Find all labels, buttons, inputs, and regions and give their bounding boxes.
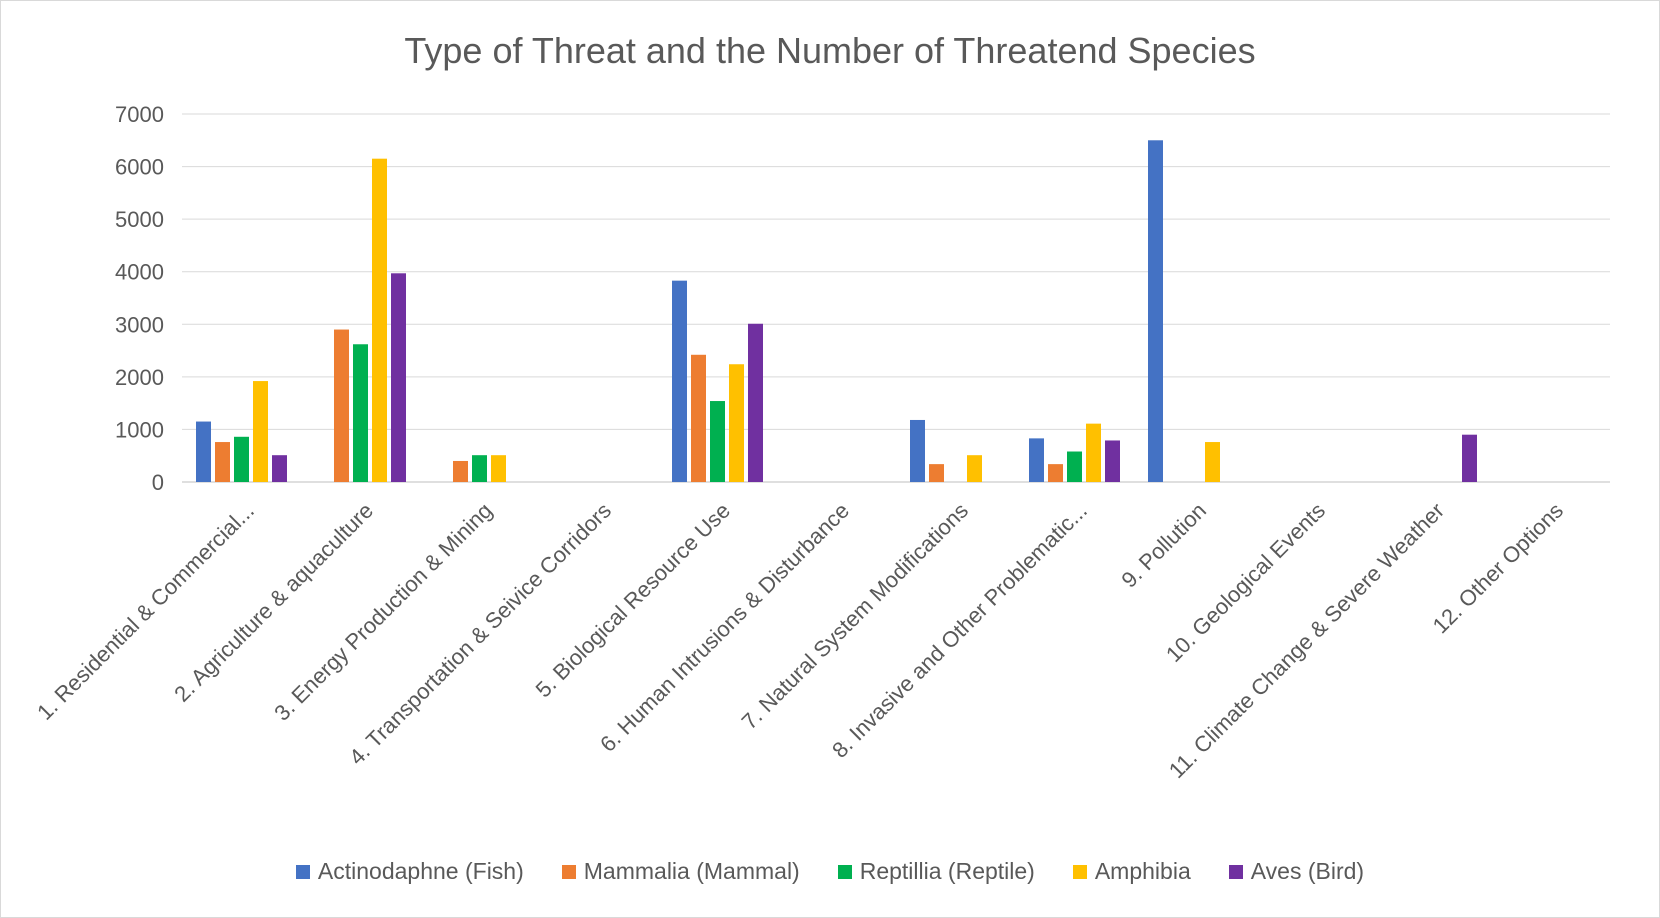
bar	[929, 464, 944, 482]
bar	[372, 158, 387, 482]
bar	[272, 455, 287, 482]
bar	[710, 401, 725, 482]
y-tick-label: 1000	[115, 417, 164, 442]
bar	[196, 421, 211, 482]
x-category-label: 11. Climate Change & Severe Weather	[1164, 498, 1449, 783]
x-category-label: 6. Human Intrusions & Disturbance	[595, 498, 854, 757]
bar	[472, 455, 487, 482]
bar	[672, 280, 687, 482]
bar	[748, 323, 763, 482]
x-category-label: 7. Natural System Modifications	[737, 498, 973, 734]
x-category-label: 3. Energy Production & Mining	[269, 498, 497, 726]
bar	[1105, 440, 1120, 482]
x-category-label: 12. Other Options	[1428, 498, 1568, 638]
gridlines	[182, 113, 1610, 483]
bar	[910, 419, 925, 482]
legend-swatch	[837, 864, 852, 879]
bar	[1067, 451, 1082, 482]
bar	[491, 455, 506, 482]
bar	[1462, 434, 1477, 482]
y-tick-label: 3000	[115, 312, 164, 337]
bar	[334, 329, 349, 482]
legend-label: Mammalia (Mammal)	[583, 858, 800, 884]
legend-label: Amphibia	[1094, 858, 1191, 884]
bar	[353, 344, 368, 482]
bar	[1086, 423, 1101, 482]
bars	[196, 140, 1477, 483]
legend-label: Aves (Bird)	[1250, 858, 1365, 884]
y-tick-label: 2000	[115, 365, 164, 390]
legend-item: Mammalia (Mammal)	[561, 858, 800, 885]
x-category-label: 5. Biological Resource Use	[531, 498, 735, 702]
y-tick-label: 4000	[115, 260, 164, 285]
bar	[453, 460, 468, 482]
legend-swatch	[1072, 864, 1087, 879]
legend-item: Amphibia	[1072, 858, 1191, 885]
legend-label: Reptillia (Reptile)	[859, 858, 1035, 884]
y-tick-label: 0	[152, 470, 164, 495]
legend-swatch	[561, 864, 576, 879]
x-category-label: 1. Residential & Commercial...	[32, 498, 259, 725]
y-tick-label: 5000	[115, 207, 164, 232]
bar	[234, 436, 249, 482]
y-axis-ticks: 0 1000 2000 3000 4000 5000 6000 7000	[115, 102, 164, 495]
legend-item: Reptillia (Reptile)	[837, 858, 1035, 885]
legend-swatch	[295, 864, 310, 879]
x-axis-categories: 1. Residential & Commercial...2. Agricul…	[32, 498, 1568, 783]
legend: Actinodaphne (Fish) Mammalia (Mammal) Rept…	[0, 858, 1660, 885]
bar	[1029, 438, 1044, 482]
bar	[967, 455, 982, 482]
bar	[729, 364, 744, 482]
bar	[691, 354, 706, 482]
legend-swatch	[1228, 864, 1243, 879]
legend-item: Aves (Bird)	[1228, 858, 1365, 885]
x-category-label: 8. Invasive and Other Problematic...	[827, 498, 1092, 763]
bar	[253, 381, 268, 482]
x-category-label: 4. Transportation & Seivice Corridors	[344, 498, 616, 770]
bar	[1048, 464, 1063, 482]
x-category-label: 2. Agriculture & aquaculture	[169, 498, 378, 707]
legend-label: Actinodaphne (Fish)	[317, 858, 524, 884]
bar	[1148, 140, 1163, 483]
bar	[215, 442, 230, 482]
bar	[1205, 442, 1220, 482]
chart-title: Type of Threat and the Number of Threate…	[404, 30, 1256, 71]
y-tick-label: 7000	[115, 102, 164, 127]
legend-item: Actinodaphne (Fish)	[295, 858, 524, 885]
bar	[391, 273, 406, 482]
y-tick-label: 6000	[115, 155, 164, 180]
x-category-label: 9. Pollution	[1116, 498, 1211, 593]
